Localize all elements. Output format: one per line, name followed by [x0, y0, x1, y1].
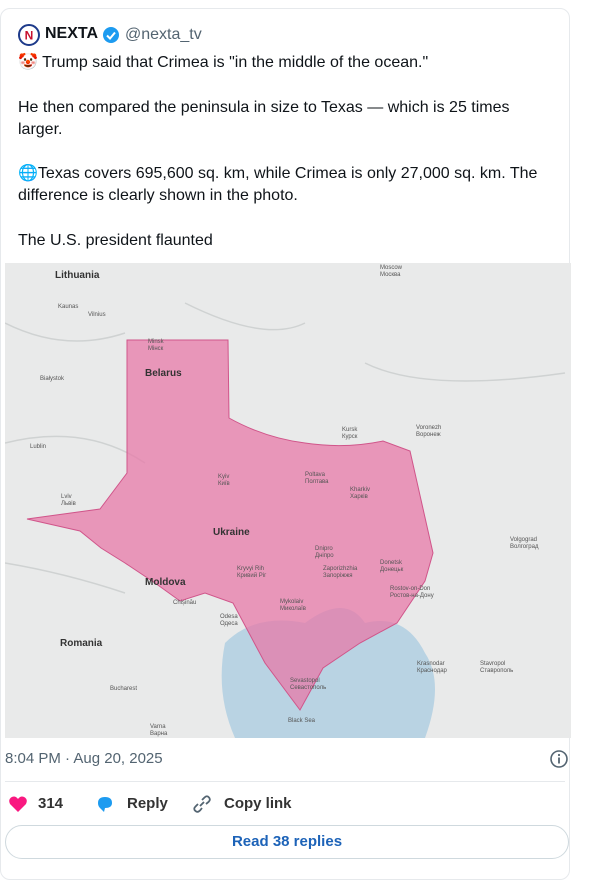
post-text: The U.S. president flaunted [18, 232, 213, 249]
map-label: Кривий Ріг [237, 572, 267, 579]
post-text: 🤡 Trump said that Crimea is "in the midd… [18, 54, 429, 71]
map-label: Kyiv [218, 474, 229, 480]
map-label: Białystok [40, 376, 65, 382]
map-label: Миколаїв [280, 606, 306, 612]
map-label: Romania [60, 638, 103, 649]
map-label: Ставрополь [480, 668, 513, 674]
map-label: Bucharest [110, 686, 137, 692]
avatar[interactable]: N [18, 24, 40, 46]
copy-link-button[interactable]: Copy link [224, 795, 292, 812]
map-label: Севастополь [290, 685, 326, 691]
divider [5, 781, 565, 782]
map-label: Волгоград [510, 544, 539, 550]
map-label: Chișinău [173, 600, 196, 606]
author-name[interactable]: NEXTA [45, 25, 99, 42]
map-label: Moldova [145, 577, 186, 588]
map-label: Воронеж [416, 432, 441, 438]
map-label: Москва [380, 272, 401, 278]
map-label: Kryvyi Rih [237, 566, 264, 572]
map-label: Sevastopol [290, 678, 320, 684]
map-label: Odesa [220, 614, 238, 620]
map-label: Vilnius [88, 312, 106, 318]
map-label: Kursk [342, 427, 358, 433]
map-label: Lublin [30, 444, 46, 450]
map-label: Kharkiv [350, 487, 370, 493]
timestamp: 8:04 PM · Aug 20, 2025 [5, 750, 163, 767]
map-label: Black Sea [288, 718, 316, 724]
map-label: Мінск [148, 346, 164, 352]
map-label: Краснодар [417, 668, 448, 674]
map-label: Stavropol [480, 661, 505, 667]
map-label: Ростов-на-Дону [390, 593, 434, 599]
map-label: Полтава [305, 479, 329, 485]
map-label: Donetsk [380, 560, 403, 566]
map-label: Zaporizhzhia [323, 566, 358, 572]
reply-icon[interactable] [94, 794, 116, 814]
info-icon[interactable] [549, 749, 569, 769]
author-handle[interactable]: @nexta_tv [125, 26, 202, 43]
map-label: Lviv [61, 494, 72, 500]
map-label: Дніпро [315, 553, 334, 559]
read-replies-button[interactable]: Read 38 replies [5, 825, 569, 859]
map-label: Курск [342, 434, 358, 440]
map-label: Донецьк [380, 567, 404, 573]
like-icon[interactable] [8, 795, 28, 813]
map-label: Dnipro [315, 546, 333, 552]
reply-button[interactable]: Reply [127, 795, 168, 812]
verified-badge [103, 27, 119, 43]
map-label: Запоріжжя [323, 573, 353, 579]
map-label: Lithuania [55, 270, 100, 281]
map-label: Moscow [380, 265, 403, 271]
map-label: Одеса [220, 621, 238, 627]
map-label: Ukraine [213, 527, 250, 538]
post-text: 🌐Texas covers 695,600 sq. km, while Crim… [18, 165, 538, 204]
link-icon[interactable] [192, 794, 212, 814]
map-label: Krasnodar [417, 661, 445, 667]
map-label: Харків [350, 494, 368, 500]
map-label: Varna [150, 724, 166, 730]
svg-text:N: N [25, 29, 34, 43]
map-label: Belarus [145, 368, 182, 379]
map-label: Voronezh [416, 425, 441, 431]
map-label: Львів [61, 501, 76, 507]
map-label: Mykolaiv [280, 599, 303, 605]
map-label: Minsk [148, 339, 165, 345]
map-label: Kaunas [58, 304, 78, 310]
map-label: Rostov-on-Don [390, 586, 430, 592]
like-count[interactable]: 314 [38, 795, 64, 812]
map-label: Київ [218, 481, 230, 487]
map-label: Poltava [305, 472, 326, 478]
map-label: Volgograd [510, 537, 537, 543]
post-text: He then compared the peninsula in size t… [18, 99, 510, 138]
map-label: Варна [150, 731, 168, 737]
